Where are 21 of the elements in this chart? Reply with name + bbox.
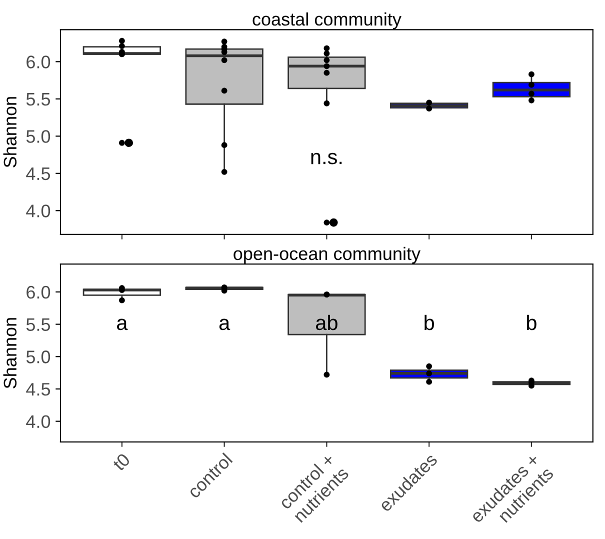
annotation: b xyxy=(424,314,434,330)
y-axis-title: Shannon xyxy=(3,97,17,168)
y-tick-label: 4.0 xyxy=(26,204,50,218)
y-tick-label: 5.0 xyxy=(26,350,50,364)
y-tick-label: 5.5 xyxy=(26,318,50,331)
y-tick-label: 5.0 xyxy=(26,130,50,143)
chart-title: coastal community xyxy=(252,12,402,30)
annotation: b xyxy=(527,314,536,330)
x-tick-label: t0 xyxy=(112,452,131,472)
annotation: a xyxy=(117,318,128,330)
y-tick-label: 6.0 xyxy=(26,56,50,68)
y-tick-label: 4.0 xyxy=(26,415,50,428)
annotation: a xyxy=(219,318,230,330)
y-tick-label: 4.5 xyxy=(26,168,50,180)
annotation: n.s. xyxy=(311,152,342,164)
y-tick-label: 6.0 xyxy=(26,286,50,299)
chart-title: open-ocean community xyxy=(234,246,421,264)
y-axis-title: Shannon xyxy=(3,318,17,388)
y-tick-label: 4.5 xyxy=(26,383,50,396)
annotation: ab xyxy=(316,314,338,330)
y-tick-label: 5.5 xyxy=(26,93,50,106)
